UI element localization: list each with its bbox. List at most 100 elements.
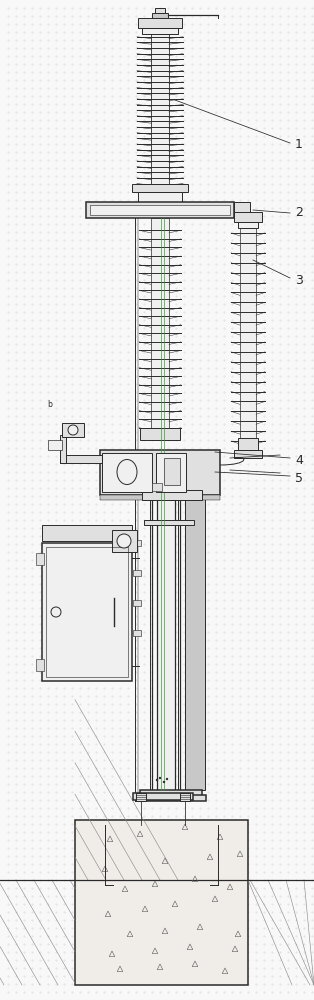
Point [294,768,299,784]
Point [253,856,258,872]
Point [230,360,235,376]
Point [246,784,251,800]
Point [117,656,122,672]
Point [5,704,10,720]
Point [53,640,58,656]
Point [101,256,106,272]
Point [246,256,251,272]
Point [165,544,171,560]
Point [126,680,131,696]
Point [126,544,131,560]
Point [117,800,122,816]
Point [46,224,51,240]
Point [262,984,267,1000]
Point [53,952,58,968]
Circle shape [68,425,78,435]
Point [198,88,203,104]
Point [149,280,154,296]
Point [142,40,147,56]
Point [142,360,147,376]
Point [253,832,258,848]
Point [21,696,26,712]
Point [126,416,131,432]
Point [46,736,51,752]
Point [285,880,290,896]
Point [110,856,115,872]
Point [117,664,122,680]
Point [269,512,274,528]
Point [205,240,210,256]
Point [310,688,314,704]
Point [285,304,290,320]
Point [214,752,219,768]
Point [165,696,171,712]
Point [117,912,122,928]
Point [278,648,283,664]
Point [205,376,210,392]
Point [294,304,299,320]
Point [62,504,67,520]
Bar [138,192,182,202]
Point [198,464,203,480]
Point [285,88,290,104]
Point [110,32,115,48]
Point [78,696,83,712]
Bar [142,28,178,34]
Point [110,248,115,264]
Point [262,936,267,952]
Point [205,96,210,112]
Point [110,440,115,456]
Point [269,664,274,680]
Point [149,120,154,136]
Point [181,128,187,144]
Point [181,848,187,864]
Point [46,32,51,48]
Point [285,568,290,584]
Point [221,336,226,352]
Point [230,840,235,856]
Point [278,720,283,736]
Point [21,424,26,440]
Point [133,544,138,560]
Point [253,280,258,296]
Point [221,960,226,976]
Point [189,224,194,240]
Point [126,616,131,632]
Point [278,280,283,296]
Point [246,104,251,120]
Point [246,512,251,528]
Point [46,968,51,984]
Point [214,120,219,136]
Point [94,400,99,416]
Point [174,368,179,384]
Point [181,704,187,720]
Point [262,736,267,752]
Point [85,880,90,896]
Point [158,560,163,576]
Point [149,824,154,840]
Point [262,880,267,896]
Point [205,856,210,872]
Point [158,352,163,368]
Point [174,552,179,568]
Point [237,120,242,136]
Point [21,104,26,120]
Point [174,136,179,152]
Point [262,376,267,392]
Point [62,720,67,736]
Point [133,376,138,392]
Point [214,760,219,776]
Point [94,112,99,128]
Point [149,880,154,896]
Point [94,720,99,736]
Point [310,224,314,240]
Point [30,800,35,816]
Point [69,192,74,208]
Point [37,416,42,432]
Point [189,32,194,48]
Point [53,376,58,392]
Point [285,248,290,264]
Point [85,104,90,120]
Point [5,984,10,1000]
Point [237,384,242,400]
